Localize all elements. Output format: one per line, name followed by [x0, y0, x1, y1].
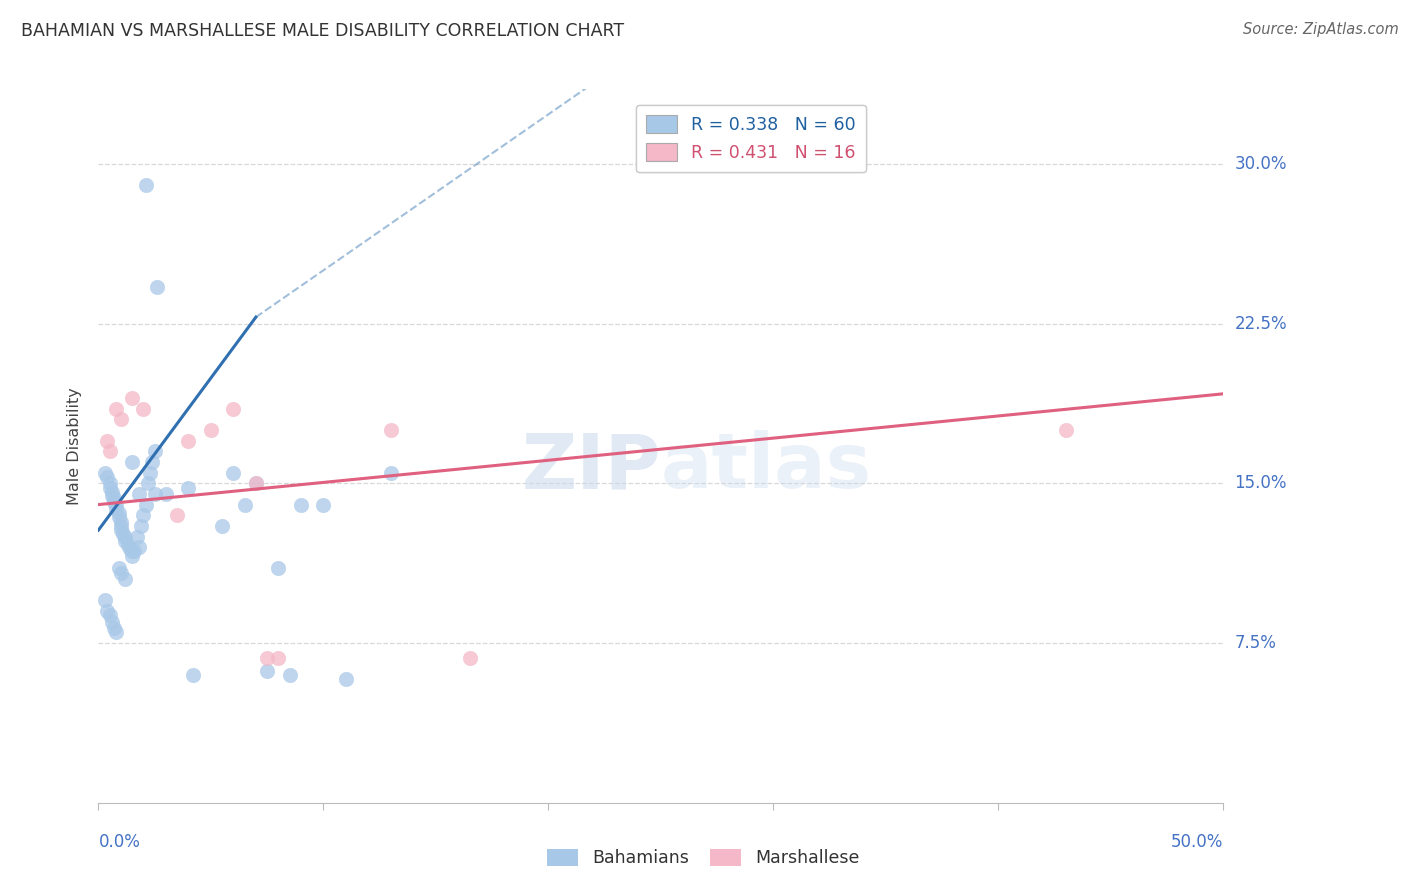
Point — [107, 510, 129, 524]
Text: atlas: atlas — [661, 431, 872, 504]
Point — [96, 604, 118, 618]
Point — [166, 508, 188, 523]
Point — [110, 412, 132, 426]
Point — [222, 466, 245, 480]
Point — [141, 455, 163, 469]
Point — [101, 615, 124, 629]
Point — [200, 423, 222, 437]
Point — [94, 593, 117, 607]
Point — [128, 540, 150, 554]
Point — [98, 481, 121, 495]
Point — [222, 401, 245, 416]
Point — [1054, 423, 1077, 437]
Point — [155, 487, 177, 501]
Point — [110, 515, 132, 529]
Point — [94, 466, 117, 480]
Point — [312, 498, 335, 512]
Point — [267, 561, 290, 575]
Point — [135, 178, 157, 192]
Point — [181, 668, 204, 682]
Point — [458, 651, 481, 665]
Text: 30.0%: 30.0% — [1234, 154, 1286, 173]
Point — [105, 401, 128, 416]
Text: 50.0%: 50.0% — [1171, 833, 1223, 851]
Point — [136, 476, 159, 491]
Point — [256, 664, 278, 678]
Point — [380, 423, 402, 437]
Point — [101, 489, 124, 503]
Text: Source: ZipAtlas.com: Source: ZipAtlas.com — [1243, 22, 1399, 37]
Point — [121, 455, 143, 469]
Point — [105, 498, 128, 512]
Text: BAHAMIAN VS MARSHALLESE MALE DISABILITY CORRELATION CHART: BAHAMIAN VS MARSHALLESE MALE DISABILITY … — [21, 22, 624, 40]
Point — [177, 481, 200, 495]
Point — [278, 668, 301, 682]
Point — [335, 672, 357, 686]
Point — [110, 523, 132, 537]
Point — [143, 487, 166, 501]
Point — [132, 401, 155, 416]
Point — [290, 498, 312, 512]
Point — [256, 651, 278, 665]
Point — [245, 476, 267, 491]
Point — [211, 519, 233, 533]
Point — [139, 466, 162, 480]
Text: ZIP: ZIP — [522, 431, 661, 504]
Text: 7.5%: 7.5% — [1234, 634, 1277, 652]
Point — [96, 434, 118, 448]
Point — [128, 487, 150, 501]
Point — [124, 544, 146, 558]
Point — [121, 544, 143, 558]
Legend: Bahamians, Marshallese: Bahamians, Marshallese — [540, 842, 866, 874]
Y-axis label: Male Disability: Male Disability — [67, 387, 83, 505]
Point — [101, 484, 124, 499]
Point — [177, 434, 200, 448]
Point — [245, 476, 267, 491]
Point — [114, 529, 136, 543]
Point — [121, 391, 143, 405]
Legend: R = 0.338   N = 60, R = 0.431   N = 16: R = 0.338 N = 60, R = 0.431 N = 16 — [636, 105, 866, 172]
Point — [114, 533, 136, 548]
Point — [103, 621, 125, 635]
Point — [267, 651, 290, 665]
Point — [98, 608, 121, 623]
Point — [233, 498, 256, 512]
Point — [103, 491, 125, 506]
Point — [96, 470, 118, 484]
Point — [112, 527, 135, 541]
Point — [107, 506, 129, 520]
Point — [105, 501, 128, 516]
Point — [135, 498, 157, 512]
Point — [146, 280, 169, 294]
Point — [132, 508, 155, 523]
Point — [103, 495, 125, 509]
Point — [105, 625, 128, 640]
Point — [117, 538, 139, 552]
Point — [380, 466, 402, 480]
Point — [121, 549, 143, 563]
Point — [110, 566, 132, 580]
Point — [125, 529, 148, 543]
Point — [129, 519, 152, 533]
Point — [98, 444, 121, 458]
Point — [107, 561, 129, 575]
Point — [110, 519, 132, 533]
Point — [143, 444, 166, 458]
Point — [114, 572, 136, 586]
Point — [98, 476, 121, 491]
Point — [118, 542, 141, 557]
Text: 22.5%: 22.5% — [1234, 315, 1286, 333]
Text: 0.0%: 0.0% — [98, 833, 141, 851]
Text: 15.0%: 15.0% — [1234, 475, 1286, 492]
